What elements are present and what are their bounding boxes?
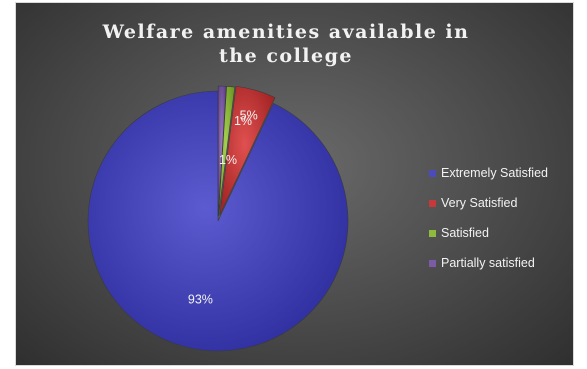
legend-item-extremely-satisfied: Extremely Satisfied — [429, 166, 548, 180]
legend-swatch-very-satisfied — [429, 199, 436, 207]
legend-item-partially-satisfied: Partially satisfied — [429, 256, 548, 270]
pie-slice-extremely-satisfied — [87, 90, 349, 352]
pie-slice-partially-satisfied — [217, 85, 227, 217]
legend: Extremely Satisfied Very Satisfied Satisfi… — [429, 166, 548, 286]
data-label-very-satisfied: 5% — [240, 108, 258, 122]
legend-label-very-satisfied: Very Satisfied — [441, 196, 518, 210]
data-label-extremely-satisfied: 93% — [188, 293, 213, 307]
legend-item-satisfied: Satisfied — [429, 226, 548, 240]
legend-swatch-extremely-satisfied — [429, 169, 436, 177]
legend-label-satisfied: Satisfied — [441, 226, 489, 240]
data-label-partially-satisfied: 1% — [234, 114, 252, 128]
legend-label-partially-satisfied: Partially satisfied — [441, 256, 535, 270]
pie-chart: 93%5%1%1% — [87, 85, 349, 352]
chart-title: Welfare amenities available in the colle… — [102, 21, 470, 67]
legend-swatch-partially-satisfied — [429, 259, 436, 267]
data-label-satisfied: 1% — [219, 153, 237, 167]
pie-slice-satisfied — [218, 85, 236, 217]
legend-label-extremely-satisfied: Extremely Satisfied — [441, 166, 548, 180]
legend-item-very-satisfied: Very Satisfied — [429, 196, 548, 210]
chart-area: Welfare amenities available in the colle… — [15, 2, 574, 366]
legend-swatch-satisfied — [429, 229, 436, 237]
pie-slice-very-satisfied — [219, 85, 276, 216]
